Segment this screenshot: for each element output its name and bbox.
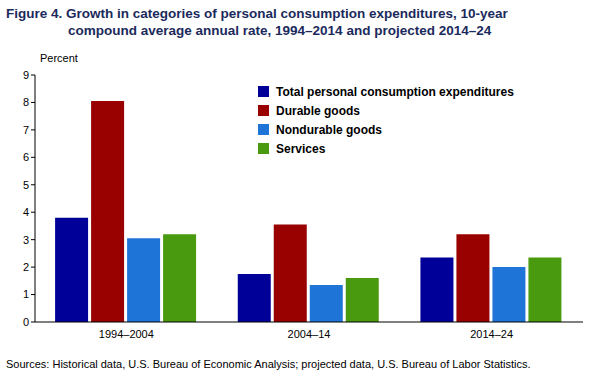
svg-text:2014–24: 2014–24 — [470, 328, 513, 340]
svg-text:3: 3 — [23, 234, 29, 246]
html-text:Durable goods: Durable goods — [276, 103, 360, 118]
html-text:Percent: Percent — [40, 52, 78, 64]
html-text:Services: Services — [276, 141, 326, 156]
svg-text:7: 7 — [23, 124, 29, 136]
svg-text:6: 6 — [23, 151, 29, 163]
svg-text:0: 0 — [23, 316, 29, 328]
svg-text:9: 9 — [23, 69, 29, 81]
html-text:Sources: Historical data, U.S.: Sources: Historical data, U.S. Bureau of… — [6, 358, 531, 370]
html-text:Total personal consumption exp: Total personal consumption expenditures — [276, 84, 514, 99]
svg-text:2: 2 — [23, 261, 29, 273]
svg-text:8: 8 — [23, 96, 29, 108]
svg-text:1994–2004: 1994–2004 — [99, 328, 154, 340]
svg-text:1: 1 — [23, 288, 29, 300]
html-text:Figure 4. Growth in categories: Figure 4. Growth in categories of person… — [6, 6, 508, 38]
html-text:Nondurable goods: Nondurable goods — [276, 122, 382, 137]
svg-text:4: 4 — [23, 206, 29, 218]
svg-text:2004–14: 2004–14 — [288, 328, 331, 340]
svg-text:5: 5 — [23, 179, 29, 191]
